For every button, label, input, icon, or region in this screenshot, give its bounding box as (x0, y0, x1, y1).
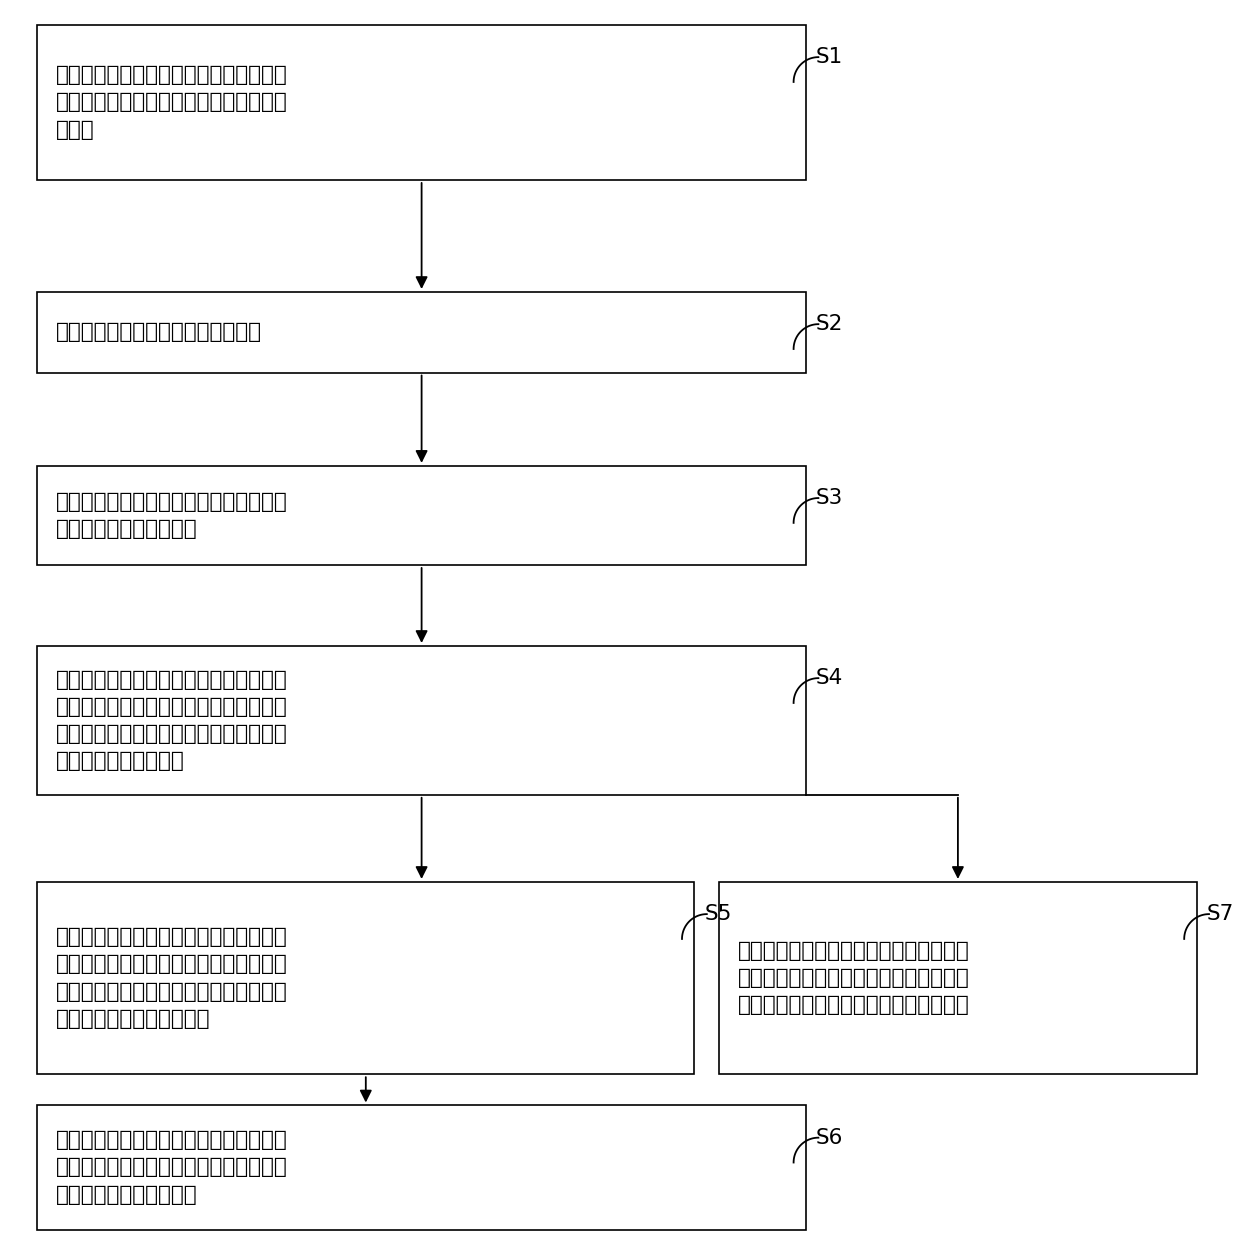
Text: 根据震源信息的波形，分离出岩体破裂震
源信息和其它震源信息。: 根据震源信息的波形，分离出岩体破裂震 源信息和其它震源信息。 (56, 492, 288, 539)
Bar (37, 466, 806, 565)
Text: 利用传感器以及采集仪采集震源信息: 利用传感器以及采集仪采集震源信息 (56, 322, 262, 343)
Text: S1: S1 (816, 47, 843, 67)
Text: S3: S3 (816, 488, 843, 508)
Text: S5: S5 (704, 904, 732, 924)
Text: S2: S2 (816, 314, 843, 334)
Text: 利用震动波传输速度，采用双差成像方法
对隧道岩体波速场进行成像；通过成像结
果反映岩体内部应力分布状态和地质构造: 利用震动波传输速度，采用双差成像方法 对隧道岩体波速场进行成像；通过成像结 果反… (738, 941, 970, 1015)
Bar (719, 882, 1197, 1074)
Bar (37, 646, 806, 795)
Bar (37, 882, 694, 1074)
Bar (37, 292, 806, 373)
Text: 将获取的岩体破裂震源信息进行实时数据
处理，得到岩体破裂微震事件产生裂缝的
位置，时间、能量及对应的震动波传输速
度等有效数据处理结果: 将获取的岩体破裂震源信息进行实时数据 处理，得到岩体破裂微震事件产生裂缝的 位置… (56, 669, 288, 771)
Text: 根据数据处理结果，对岩体破裂微震事件
产生裂缝定位，并结合每个被定位的岩体
裂缝产生时能量和时间获得岩体裂缝的时
间分布规律、空间分布规律: 根据数据处理结果，对岩体破裂微震事件 产生裂缝定位，并结合每个被定位的岩体 裂缝… (56, 928, 288, 1028)
Bar (37, 1105, 806, 1230)
Text: 利用岩体裂缝的时间分布规律和空间分布
规律，采用三维可视化软件显示岩体变形
和破裂反应的演化过程。: 利用岩体裂缝的时间分布规律和空间分布 规律，采用三维可视化软件显示岩体变形 和破… (56, 1130, 288, 1205)
Text: S7: S7 (1207, 904, 1234, 924)
Text: S4: S4 (816, 668, 843, 688)
Text: S6: S6 (816, 1128, 843, 1148)
Text: 在隧道内部和隧道外部共同布置多个传感
器，使其呈空间立体化分布，传感器连接
采集仪: 在隧道内部和隧道外部共同布置多个传感 器，使其呈空间立体化分布，传感器连接 采集… (56, 66, 288, 139)
Bar (37, 25, 806, 180)
